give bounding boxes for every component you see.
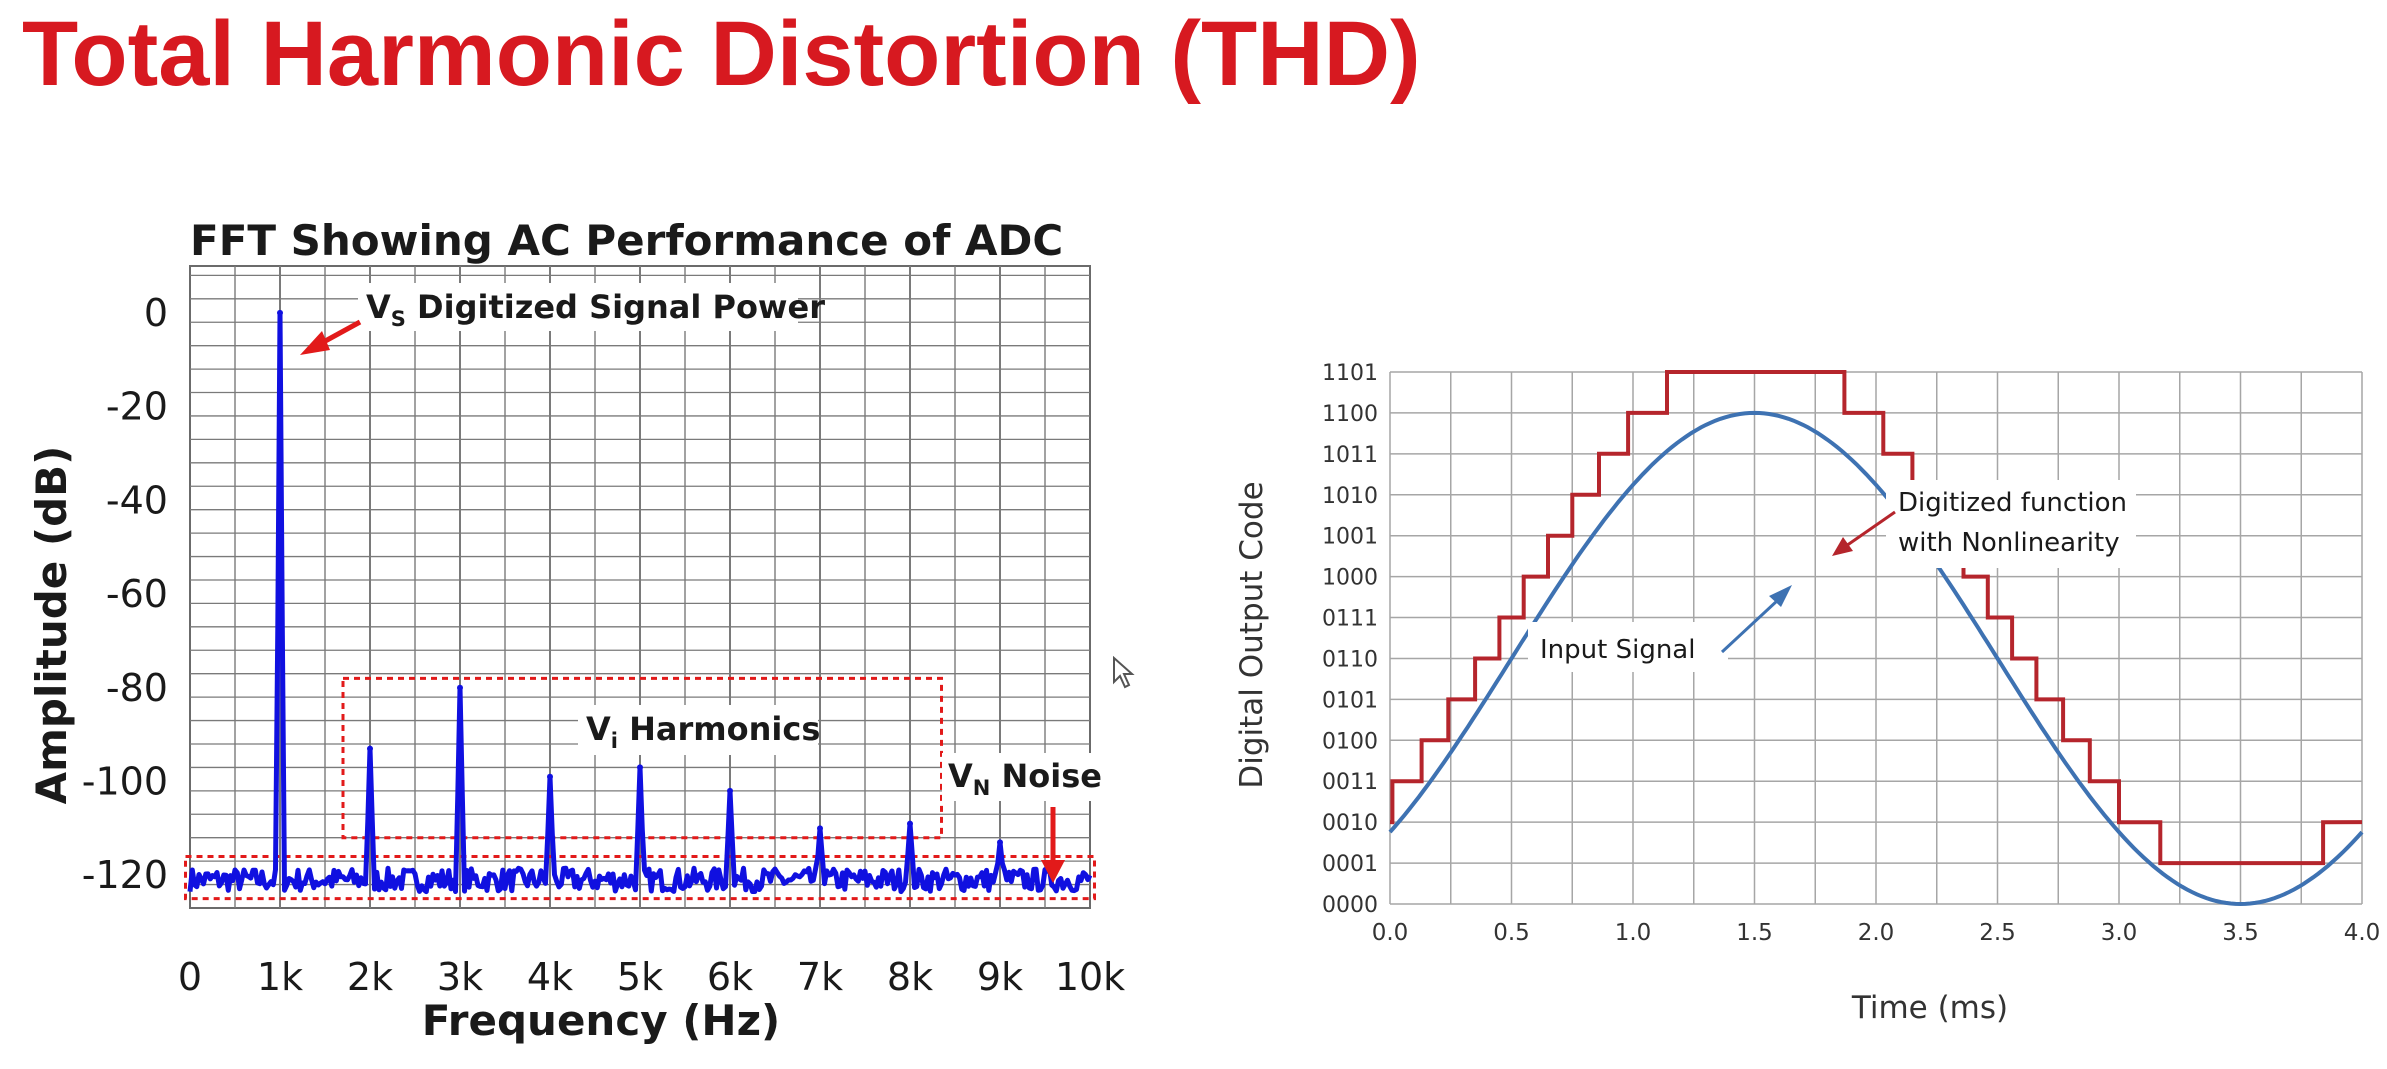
signal-label-box bbox=[358, 283, 798, 331]
digitized-label-line-1: Digitized function bbox=[1898, 488, 2127, 518]
fft-y-tick-label: -80 bbox=[106, 666, 168, 710]
fft-peak-point bbox=[727, 787, 733, 794]
adc-x-tick-label: 2.0 bbox=[1858, 920, 1895, 946]
adc-y-tick-label: 1000 bbox=[1322, 566, 1378, 591]
fft-peak-point bbox=[997, 839, 1003, 846]
fft-x-tick-label: 2k bbox=[347, 955, 393, 999]
adc-y-tick-label: 1011 bbox=[1322, 443, 1378, 468]
noise-dashed-box bbox=[184, 854, 1096, 901]
digitized-label-box bbox=[1886, 480, 2136, 568]
input-signal-arrow-head bbox=[1769, 585, 1792, 607]
adc-x-tick-label: 1.0 bbox=[1615, 920, 1652, 946]
input-signal-label-box bbox=[1528, 622, 1728, 672]
harmonics-label: Vi Harmonics bbox=[586, 710, 820, 753]
adc-y-tick-label: 0011 bbox=[1322, 770, 1378, 795]
signal-arrow-head bbox=[300, 331, 330, 355]
adc-x-tick-label: 0.5 bbox=[1493, 920, 1530, 946]
fft-peak-point bbox=[637, 764, 643, 771]
digitized-label-line-2: with Nonlinearity bbox=[1898, 528, 2120, 558]
fft-y-tick-label: -120 bbox=[82, 853, 168, 897]
fft-peak-point bbox=[907, 820, 913, 827]
fft-x-tick-label: 5k bbox=[617, 955, 663, 999]
input-signal-label: Input Signal bbox=[1540, 635, 1695, 665]
adc-x-tick-label: 3.0 bbox=[2101, 920, 2138, 946]
adc-x-tick-label: 2.5 bbox=[1979, 920, 2016, 946]
adc-y-tick-label: 0000 bbox=[1322, 893, 1378, 918]
adc-digitized-staircase-line bbox=[1389, 370, 2363, 866]
fft-peak-point bbox=[547, 773, 553, 780]
fft-x-tick-label: 7k bbox=[797, 955, 843, 999]
fft-series bbox=[187, 309, 1093, 895]
noise-label: VN Noise bbox=[948, 757, 1102, 800]
fft-y-tick-label: -100 bbox=[82, 759, 168, 803]
adc-y-tick-label: 0100 bbox=[1322, 729, 1378, 754]
digitized-arrow-head bbox=[1832, 537, 1853, 556]
digitized-arrow-line bbox=[1845, 510, 1896, 548]
fft-y-axis-label: Amplitude (dB) bbox=[27, 446, 76, 805]
adc-y-axis-label: Digital Output Code bbox=[1234, 481, 1270, 788]
fft-chart: FFT Showing AC Performance of ADC 0 1k 2k 3… bbox=[27, 216, 1125, 1045]
adc-y-tick-labels: 0000 0001 0010 0011 0100 0101 0110 0111 1000 1001… bbox=[1322, 361, 1378, 918]
adc-y-tick-label: 0001 bbox=[1322, 852, 1378, 877]
adc-digital-output-chart: 0.0 0.5 1.0 1.5 2.0 2.5 3.0 3.5 4.0 0000 0001 0010… bbox=[1234, 361, 2381, 1026]
adc-x-tick-labels: 0.0 0.5 1.0 1.5 2.0 2.5 3.0 3.5 4.0 bbox=[1372, 920, 2381, 946]
adc-x-tick-label: 3.5 bbox=[2222, 920, 2259, 946]
adc-y-tick-label: 1010 bbox=[1322, 484, 1378, 509]
fft-x-tick-label: 10k bbox=[1055, 955, 1125, 999]
fft-x-tick-label: 6k bbox=[707, 955, 753, 999]
fft-annotations: VS Digitized Signal Power Vi Harmonics V… bbox=[300, 283, 1102, 883]
adc-x-tick-label: 4.0 bbox=[2344, 920, 2381, 946]
fft-peak-point bbox=[277, 309, 283, 316]
fft-y-tick-label: 0 bbox=[144, 291, 168, 335]
fft-y-tick-label: -20 bbox=[106, 385, 168, 429]
mouse-cursor-icon bbox=[1113, 656, 1135, 689]
fft-chart-title: FFT Showing AC Performance of ADC bbox=[190, 216, 1063, 265]
adc-series bbox=[1388, 370, 2364, 907]
fft-y-tick-label: -60 bbox=[106, 572, 168, 616]
fft-x-axis-label: Frequency (Hz) bbox=[422, 996, 780, 1045]
fft-x-tick-label: 8k bbox=[887, 955, 933, 999]
fft-peak-point bbox=[367, 745, 373, 752]
fft-x-tick-label: 3k bbox=[437, 955, 483, 999]
harmonics-label-box bbox=[578, 705, 818, 755]
adc-y-tick-label: 0010 bbox=[1322, 811, 1378, 836]
fft-x-tick-label: 9k bbox=[977, 955, 1023, 999]
adc-y-tick-label: 0110 bbox=[1322, 647, 1378, 672]
fft-x-tick-label: 4k bbox=[527, 955, 573, 999]
fft-x-tick-label: 0 bbox=[178, 955, 202, 999]
fft-y-tick-labels: 0 -20 -40 -60 -80 -100 -120 bbox=[82, 291, 168, 897]
input-signal-arrow-line bbox=[1720, 598, 1780, 654]
fft-x-tick-labels: 0 1k 2k 3k 4k 5k 6k 7k 8k 9k 10k bbox=[178, 955, 1125, 999]
noise-arrow-head bbox=[1041, 860, 1065, 883]
adc-annotations: Input Signal Digitized function with Non… bbox=[1528, 480, 2136, 672]
adc-x-tick-label: 0.0 bbox=[1372, 920, 1409, 946]
fft-x-tick-label: 1k bbox=[257, 955, 303, 999]
noise-label-box bbox=[942, 753, 1092, 801]
adc-x-tick-label: 1.5 bbox=[1736, 920, 1773, 946]
adc-y-tick-label: 0101 bbox=[1322, 688, 1378, 713]
adc-y-tick-label: 0111 bbox=[1322, 607, 1378, 632]
fft-peak-point bbox=[457, 684, 463, 691]
adc-y-tick-label: 1001 bbox=[1322, 525, 1378, 550]
fft-peak-point bbox=[817, 825, 823, 832]
fft-y-tick-label: -40 bbox=[106, 478, 168, 522]
adc-x-axis-label: Time (ms) bbox=[1851, 990, 2008, 1026]
adc-y-tick-label: 1100 bbox=[1322, 402, 1378, 427]
signal-power-label: VS Digitized Signal Power bbox=[366, 288, 825, 331]
adc-y-tick-label: 1101 bbox=[1322, 361, 1378, 386]
slide-title: Total Harmonic Distortion (THD) bbox=[22, 3, 1421, 105]
adc-input-signal-line bbox=[1388, 410, 2364, 907]
